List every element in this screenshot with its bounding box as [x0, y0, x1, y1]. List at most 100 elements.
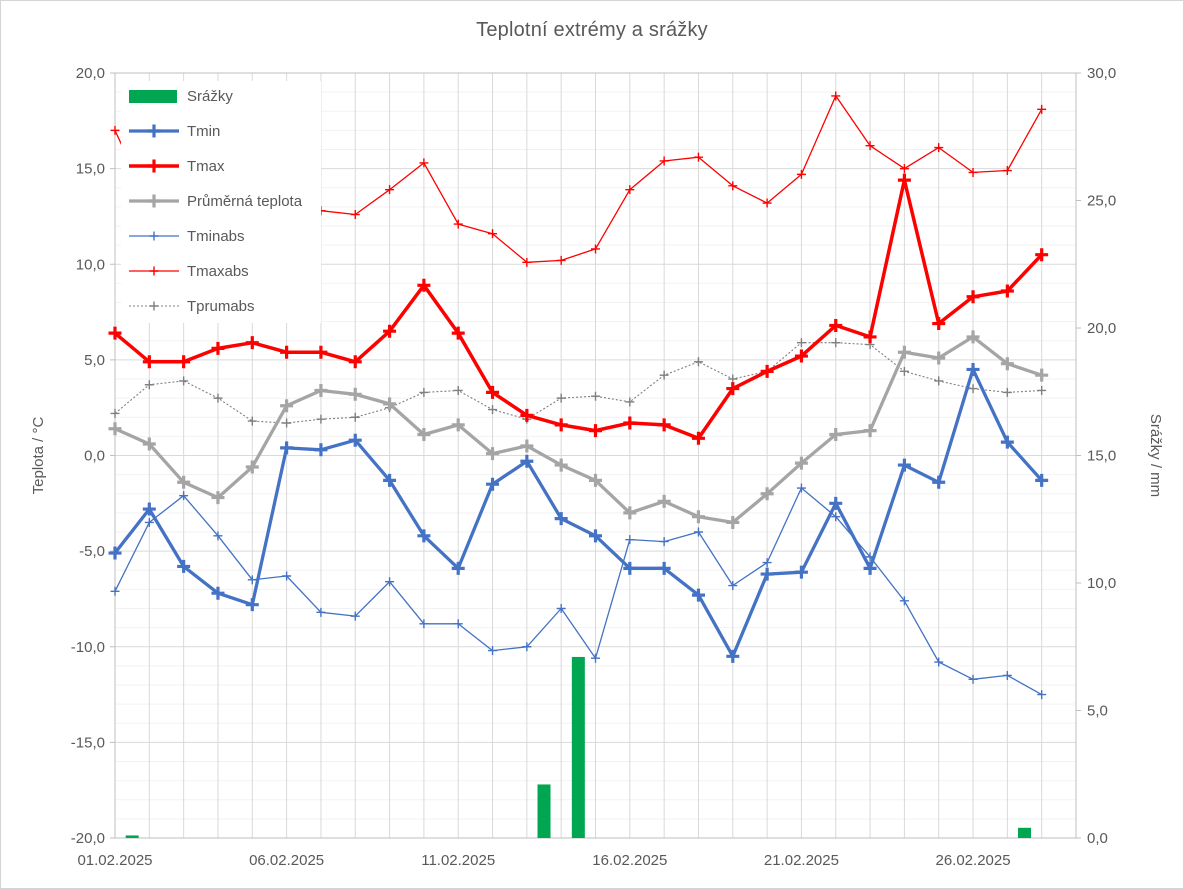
data-marker [247, 416, 257, 426]
data-marker [968, 674, 978, 684]
data-marker [211, 586, 225, 600]
legend-bar-swatch [129, 90, 177, 103]
data-marker [453, 385, 463, 395]
data-marker [1035, 473, 1049, 487]
chart-title: Teplotní extrémy a srážky [476, 19, 708, 41]
data-marker [520, 408, 534, 422]
x-tick-label: 01.02.2025 [77, 852, 152, 869]
data-marker [110, 408, 120, 418]
data-marker [179, 376, 189, 386]
y-left-tick-label: 10,0 [76, 256, 105, 273]
data-marker [829, 427, 843, 441]
data-marker [934, 376, 944, 386]
data-marker [932, 351, 946, 365]
legend-label: Průměrná teplota [187, 193, 303, 210]
data-marker [348, 387, 362, 401]
data-marker [453, 219, 463, 229]
data-marker [522, 642, 532, 652]
data-marker [691, 588, 705, 602]
data-marker [213, 393, 223, 403]
data-marker [385, 185, 395, 195]
data-marker [829, 318, 843, 332]
data-marker [177, 475, 191, 489]
data-marker [385, 577, 395, 587]
data-marker [1000, 284, 1014, 298]
data-marker [142, 355, 156, 369]
data-marker [108, 326, 122, 340]
data-marker [108, 422, 122, 436]
legend-marker [147, 194, 161, 208]
legend-marker [147, 124, 161, 138]
data-marker [211, 491, 225, 505]
data-marker [554, 458, 568, 472]
data-marker [280, 441, 294, 455]
legend-marker [149, 301, 159, 311]
data-marker [897, 458, 911, 472]
data-marker [829, 496, 843, 510]
x-tick-label: 06.02.2025 [249, 852, 324, 869]
data-marker [693, 527, 703, 537]
data-marker [589, 529, 602, 543]
data-marker [142, 502, 156, 516]
legend-item: Srážky [129, 88, 233, 105]
y-right-tick-label: 30,0 [1087, 65, 1116, 82]
data-marker [762, 558, 772, 568]
y-right-tick-label: 15,0 [1087, 448, 1116, 465]
x-tick-label: 26.02.2025 [935, 852, 1010, 869]
data-marker [899, 366, 909, 376]
y-right-tick-label: 5,0 [1087, 703, 1108, 720]
legend-label: Tmaxabs [187, 263, 249, 280]
data-marker [350, 210, 360, 220]
data-marker [245, 598, 259, 612]
legend-item: Tminabs [129, 228, 245, 245]
data-marker [625, 397, 635, 407]
data-marker [726, 515, 740, 529]
data-marker [556, 393, 566, 403]
data-marker [177, 559, 191, 573]
data-marker [966, 290, 980, 304]
data-marker [934, 657, 944, 667]
series-tmin [108, 362, 1049, 663]
y-right-tick-label: 20,0 [1087, 320, 1116, 337]
data-marker [899, 596, 909, 606]
data-marker [486, 447, 500, 461]
data-marker [1037, 104, 1047, 114]
y-right-tick-label: 25,0 [1087, 193, 1116, 210]
data-marker [316, 607, 326, 617]
data-marker [794, 565, 808, 579]
data-marker [419, 387, 429, 397]
precip-bar [1018, 827, 1032, 838]
data-marker [177, 355, 191, 369]
y-right-tick-label: 10,0 [1087, 575, 1116, 592]
x-tick-label: 16.02.2025 [592, 852, 667, 869]
data-marker [932, 317, 946, 331]
data-marker [554, 418, 568, 432]
y-left-tick-label: -10,0 [71, 639, 105, 656]
legend-item: Tmin [129, 123, 220, 140]
data-marker [1000, 357, 1014, 371]
data-marker [760, 567, 774, 581]
data-marker [245, 336, 259, 350]
data-marker [316, 414, 326, 424]
data-marker [691, 431, 705, 445]
data-marker [451, 326, 465, 340]
data-marker [591, 391, 600, 401]
data-marker [1002, 166, 1012, 176]
data-marker [625, 185, 635, 195]
data-marker [1000, 435, 1014, 449]
data-marker [657, 494, 671, 508]
data-line [113, 367, 1043, 658]
x-tick-label: 21.02.2025 [764, 852, 839, 869]
legend-label: Tmin [187, 123, 220, 140]
data-marker [554, 512, 568, 526]
y-left-tick-label: 0,0 [84, 448, 105, 465]
data-marker [245, 460, 259, 474]
y-left-tick-label: 15,0 [76, 161, 105, 178]
data-marker [348, 355, 362, 369]
data-marker [691, 510, 705, 524]
data-marker [211, 341, 225, 355]
data-marker [383, 397, 397, 411]
legend-item: Tmax [129, 158, 225, 175]
data-marker [522, 257, 532, 267]
